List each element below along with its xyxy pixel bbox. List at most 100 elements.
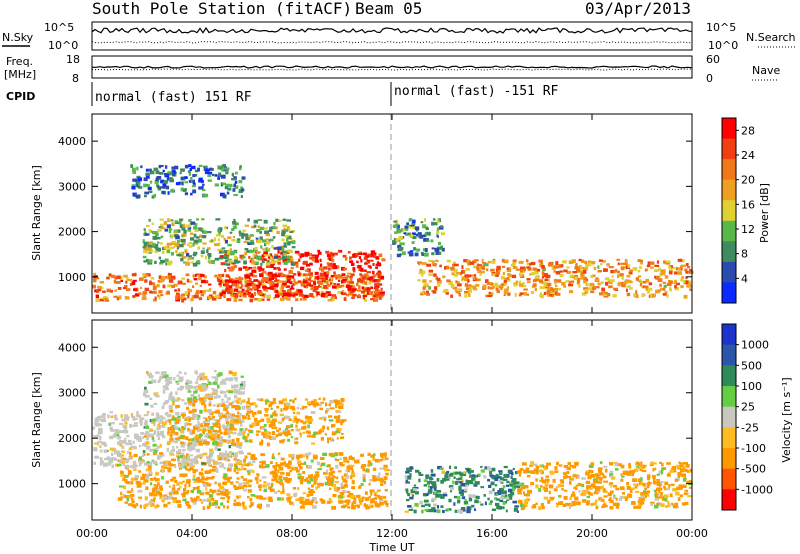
scatter-cell	[448, 485, 454, 488]
scatter-cell	[421, 270, 426, 275]
scatter-cell	[358, 285, 361, 290]
scatter-cell	[442, 493, 448, 497]
scatter-cell	[621, 475, 625, 478]
scatter-cell	[414, 491, 419, 495]
scatter-cell	[191, 460, 196, 463]
scatter-cell	[276, 406, 280, 409]
scatter-cell	[228, 279, 233, 283]
scatter-cell	[207, 247, 211, 250]
scatter-cell	[540, 503, 544, 507]
scatter-cell	[194, 461, 198, 465]
scatter-cell	[151, 379, 157, 384]
scatter-cell	[279, 466, 284, 471]
scatter-cell	[339, 461, 343, 465]
scatter-cell	[201, 375, 204, 378]
scatter-cell	[418, 478, 421, 483]
scatter-cell	[196, 480, 199, 483]
nsearch-label: N.Search	[746, 31, 796, 44]
scatter-cell	[327, 262, 332, 267]
scatter-cell	[597, 282, 601, 286]
scatter-cell	[525, 259, 529, 263]
scatter-cell	[158, 485, 163, 489]
scatter-cell	[178, 464, 181, 468]
scatter-cell	[335, 453, 338, 457]
scatter-cell	[530, 461, 535, 465]
scatter-cell	[258, 488, 262, 491]
scatter-cell	[150, 482, 153, 486]
scatter-cell	[585, 501, 590, 506]
scatter-cell	[492, 488, 495, 492]
scatter-cell	[650, 503, 654, 506]
scatter-cell	[270, 256, 273, 261]
scatter-cell	[534, 287, 537, 292]
scatter-cell	[495, 493, 499, 496]
scatter-cell	[255, 255, 258, 260]
scatter-cell	[331, 505, 337, 510]
scatter-cell	[266, 417, 271, 421]
scatter-cell	[454, 288, 457, 292]
scatter-cell	[113, 414, 118, 419]
scatter-cell	[180, 435, 185, 439]
scatter-cell	[429, 477, 434, 481]
scatter-cell	[680, 285, 684, 289]
scatter-cell	[175, 182, 181, 186]
scatter-cell	[249, 469, 253, 473]
power-marks	[92, 164, 694, 303]
colorbar-tick-label: 8	[741, 248, 748, 261]
noise-left-tick-top: 10^5	[44, 21, 74, 34]
scatter-cell	[383, 464, 388, 468]
scatter-cell	[347, 272, 351, 275]
colorbar-tick-label: -1000	[741, 483, 773, 496]
scatter-cell	[626, 285, 632, 288]
scatter-cell	[166, 178, 170, 181]
scatter-cell	[281, 273, 285, 276]
scatter-cell	[240, 422, 243, 427]
scatter-cell	[197, 394, 200, 398]
scatter-cell	[375, 287, 379, 291]
scatter-cell	[138, 463, 142, 467]
scatter-cell	[189, 417, 195, 421]
scatter-cell	[500, 275, 505, 280]
scatter-cell	[138, 438, 142, 442]
scatter-cell	[177, 487, 181, 491]
scatter-cell	[219, 485, 224, 490]
scatter-cell	[455, 290, 458, 294]
scatter-cell	[260, 257, 265, 261]
scatter-cell	[234, 503, 239, 507]
scatter-cell	[544, 273, 549, 277]
scatter-cell	[318, 429, 323, 434]
scatter-cell	[304, 294, 309, 298]
scatter-cell	[362, 294, 368, 298]
scatter-cell	[598, 481, 603, 484]
scatter-cell	[328, 419, 334, 422]
scatter-cell	[299, 505, 305, 509]
scatter-cell	[200, 274, 205, 277]
scatter-cell	[191, 499, 194, 503]
scatter-cell	[378, 273, 381, 278]
scatter-cell	[306, 435, 312, 438]
scatter-cell	[342, 276, 348, 279]
scatter-cell	[172, 170, 176, 174]
scatter-cell	[358, 267, 361, 271]
scatter-cell	[148, 259, 153, 263]
scatter-cell	[356, 494, 361, 498]
scatter-cell	[351, 456, 355, 461]
scatter-cell	[324, 476, 328, 479]
scatter-cell	[355, 253, 359, 257]
scatter-cell	[490, 283, 494, 286]
scatter-cell	[97, 415, 102, 419]
scatter-cell	[212, 466, 217, 469]
scatter-cell	[436, 478, 440, 482]
scatter-cell	[190, 261, 194, 264]
scatter-cell	[461, 507, 466, 510]
scatter-cell	[147, 473, 152, 476]
scatter-cell	[309, 262, 313, 266]
scatter-cell	[427, 491, 433, 494]
scatter-cell	[671, 502, 674, 506]
scatter-cell	[407, 251, 411, 254]
scatter-cell	[341, 290, 345, 293]
scatter-cell	[153, 168, 158, 171]
scatter-cell	[515, 268, 521, 271]
scatter-cell	[291, 468, 294, 471]
scatter-cell	[182, 491, 188, 495]
